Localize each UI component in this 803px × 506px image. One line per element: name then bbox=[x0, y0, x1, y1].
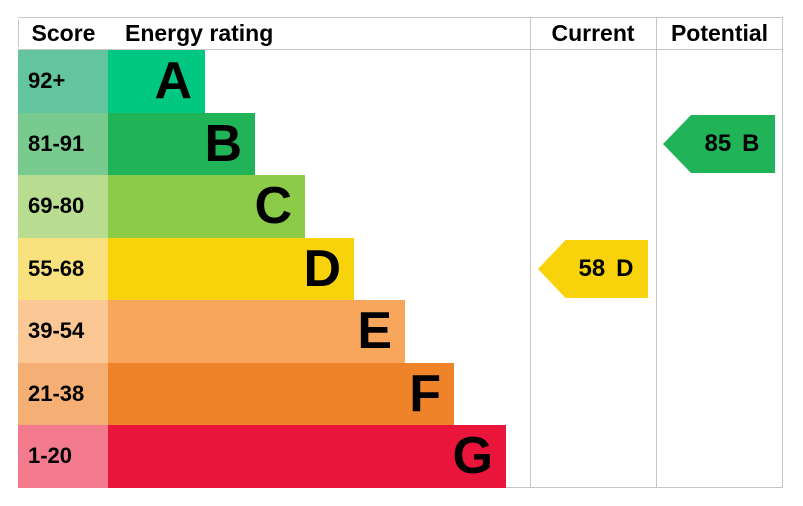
epc-table: Score Energy rating Current Potential 92… bbox=[18, 17, 783, 488]
band-row-b: 81-91 B bbox=[18, 112, 783, 175]
band-b-bar: B bbox=[108, 112, 255, 175]
current-rating-band: D bbox=[616, 255, 634, 282]
band-c-bar: C bbox=[108, 175, 305, 238]
score-column-header: Score bbox=[18, 20, 108, 47]
band-b-score-range: 81-91 bbox=[18, 112, 108, 175]
band-row-d: 55-68 D bbox=[18, 237, 783, 300]
header-row: Score Energy rating Current Potential bbox=[18, 18, 783, 50]
band-f-score-range: 21-38 bbox=[18, 362, 108, 425]
band-a-score-range: 92+ bbox=[18, 50, 108, 113]
band-row-a: 92+ A bbox=[18, 50, 783, 113]
band-d-bar: D bbox=[108, 237, 354, 300]
band-g-bar: G bbox=[108, 425, 506, 488]
band-e-bar: E bbox=[108, 300, 405, 363]
current-column-header: Current bbox=[551, 20, 635, 46]
band-row-c: 69-80 C bbox=[18, 175, 783, 238]
potential-column-header: Potential bbox=[670, 20, 769, 46]
band-row-f: 21-38 F bbox=[18, 362, 783, 425]
band-g-score-range: 1-20 bbox=[18, 425, 108, 488]
potential-rating-score: 85 bbox=[704, 130, 732, 157]
current-column-left-border bbox=[530, 17, 531, 488]
band-row-e: 39-54 E bbox=[18, 300, 783, 363]
potential-rating-band: B bbox=[742, 130, 760, 157]
current-rating-score: 58 bbox=[578, 255, 606, 282]
band-row-g: 1-20 G bbox=[18, 425, 783, 488]
band-c-score-range: 69-80 bbox=[18, 175, 108, 238]
rating-bands-area: 92+ A 81-91 B 69-80 C 55-68 D 39-54 E 21… bbox=[18, 17, 783, 488]
band-d-score-range: 55-68 bbox=[18, 237, 108, 300]
potential-column-right-border bbox=[782, 17, 783, 488]
potential-column-left-border bbox=[656, 17, 657, 488]
potential-rating-arrow: 85 B bbox=[663, 115, 775, 173]
energy-rating-column-header: Energy rating bbox=[125, 20, 274, 46]
band-f-bar: F bbox=[108, 362, 454, 425]
band-a-bar: A bbox=[108, 50, 205, 113]
band-e-score-range: 39-54 bbox=[18, 300, 108, 363]
